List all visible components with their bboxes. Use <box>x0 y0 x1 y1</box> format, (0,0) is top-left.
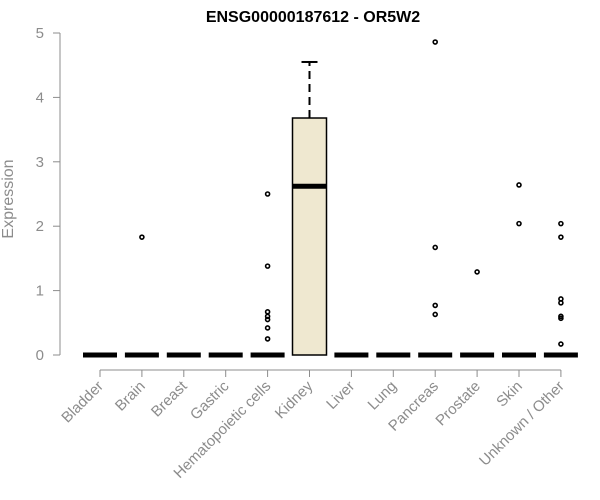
x-tick-label: Skin <box>493 378 526 411</box>
box-unknown-other <box>543 220 578 358</box>
outlier-point <box>558 341 564 347</box>
chart-title: ENSG00000187612 - OR5W2 <box>206 9 420 26</box>
outlier-point <box>264 191 271 197</box>
outlier-point <box>264 336 271 342</box>
y-tick-label: 4 <box>36 89 44 106</box>
x-tick-label: Breast <box>148 377 191 420</box>
outlier-point <box>264 316 271 323</box>
x-tick-label: Prostate <box>432 378 484 430</box>
outlier-point <box>432 244 439 251</box>
outlier-point <box>264 309 271 315</box>
box-prostate <box>460 269 495 358</box>
outlier-point <box>558 220 564 227</box>
x-tick-label: Bladder <box>58 378 107 427</box>
box-series <box>83 39 578 358</box>
y-tick-label: 2 <box>36 218 44 235</box>
outlier-point <box>432 302 439 309</box>
box-body <box>291 117 328 356</box>
box-kidney <box>291 60 328 356</box>
outlier-point <box>432 39 439 45</box>
box-hematopoietic-cells <box>250 191 285 358</box>
y-axis: 0 1 2 3 4 5 <box>36 25 61 364</box>
outlier-point <box>516 220 522 227</box>
box-pancreas <box>418 39 453 358</box>
outlier-point <box>264 263 271 269</box>
x-tick-label: Brain <box>112 378 149 415</box>
x-tick-label: Lung <box>365 378 401 414</box>
outlier-point <box>139 234 145 240</box>
x-tick-label: Liver <box>323 378 358 413</box>
y-tick-label: 3 <box>36 154 44 171</box>
box-skin <box>502 182 536 358</box>
y-tick-label: 0 <box>36 347 44 364</box>
outlier-point <box>432 311 439 318</box>
y-tick-label: 5 <box>36 25 44 42</box>
outlier-point <box>516 182 522 188</box>
x-tick-label: Kidney <box>272 377 317 422</box>
box-brain <box>124 234 159 358</box>
outlier-point <box>558 300 564 306</box>
outlier-point <box>558 315 564 322</box>
y-axis-label: Expression <box>0 159 17 238</box>
y-tick-label: 1 <box>36 283 44 300</box>
outlier-point <box>474 269 480 275</box>
outlier-point <box>264 325 271 331</box>
outlier-point <box>558 234 564 240</box>
